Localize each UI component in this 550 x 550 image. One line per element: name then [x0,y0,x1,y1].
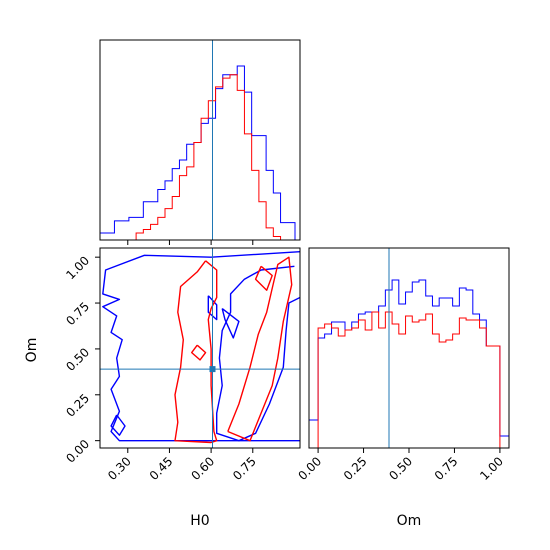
x-axis-label-om: Om [397,513,422,529]
contour-series-b [191,344,207,361]
contour-xtick-label: 0.75 [230,454,259,483]
om-hist-xtick-label: 0.50 [386,454,415,483]
om-vs-h0-contour-panel: 0.30 0.45 0.60 0.750.000.250.500.751.00 H0 … [24,247,301,529]
contour-xtick-label: 0.60 [188,454,217,483]
om-hist-xtick-label: 0.00 [295,454,324,483]
contour-xtick-label: 0.30 [105,454,134,483]
contour-series-b [174,260,218,444]
contour-series-a [110,414,126,436]
om-histogram-panel: 0.00 0.25 0.50 0.75 1.00 Om [295,247,510,529]
om-hist-xtick-label: 1.00 [477,454,506,483]
om-hist-xtick-label: 0.75 [432,454,461,483]
contour-series-b [254,265,273,291]
om-hist-series-b [309,311,509,448]
h0-hist-series-b [100,74,295,240]
contour-series-a [216,265,300,442]
om-hist-series-a [309,279,509,448]
contour-series-a [221,308,240,339]
contour-ytick-label: 0.00 [63,437,92,466]
contour-ytick-label: 0.25 [63,391,92,420]
contour-series-b [227,256,293,442]
x-axis-label-h0: H0 [190,513,209,529]
contour-frame [99,247,301,449]
h0-histogram-panel [99,39,301,245]
contour-truth-marker [209,366,216,373]
contour-ytick-label: 1.00 [63,253,92,282]
contour-series-a [102,251,300,442]
om-histogram-frame [308,247,510,449]
contour-ytick-label: 0.75 [63,299,92,328]
contour-ytick-label: 0.50 [63,345,92,374]
om-hist-xtick-label: 0.25 [341,454,370,483]
h0-histogram-frame [99,39,301,241]
contour-xtick-label: 0.45 [147,454,176,483]
y-axis-label-om: Om [24,338,40,363]
